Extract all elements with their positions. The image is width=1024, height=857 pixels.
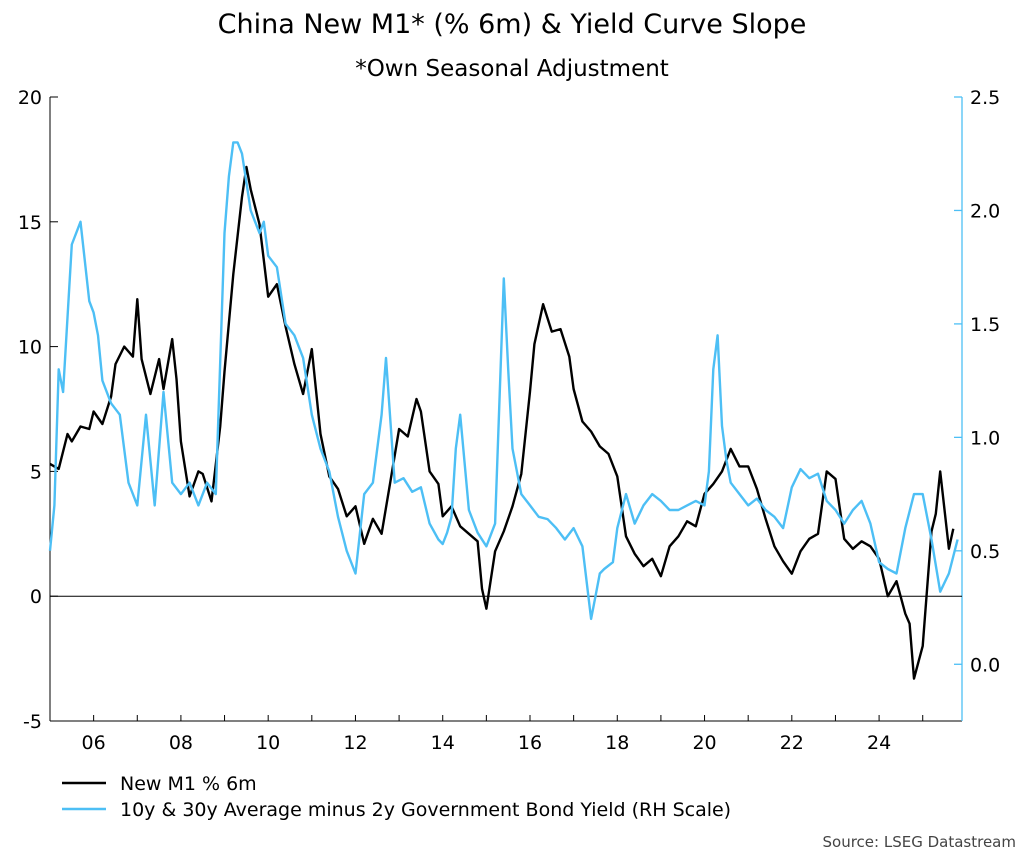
- chart-title: China New M1* (% 6m) & Yield Curve Slope: [218, 9, 807, 40]
- y-right-tick-label: 1.0: [970, 427, 1000, 449]
- series-line-yield-curve: [48, 141, 959, 621]
- y-right-tick-label: 2.5: [970, 87, 1000, 109]
- y-right-tick-label: 0.5: [970, 541, 1000, 563]
- y-left-tick-label: 20: [18, 87, 42, 109]
- axes-layer: 20 15 10 5 0 -5 2.5 2.0 1.5 1.0 0.5 0.0 06 08 10 12 14 16…: [18, 87, 1000, 754]
- y-right-tick-label: 2.0: [970, 200, 1000, 222]
- source-note: Source: LSEG Datastream: [823, 833, 1016, 851]
- y-right-tick-label: 0.0: [970, 654, 1000, 676]
- x-tick-label: 16: [518, 732, 542, 754]
- x-tick-label: 12: [343, 732, 367, 754]
- x-tick-label: 14: [431, 732, 455, 754]
- x-tick-label: 20: [692, 732, 716, 754]
- legend-label-m1: New M1 % 6m: [120, 773, 257, 795]
- y-left-tick-label: 0: [30, 586, 42, 608]
- y-left-tick-label: -5: [23, 711, 42, 733]
- y-left-tick-label: 15: [18, 212, 42, 234]
- x-tick-label: 18: [605, 732, 629, 754]
- legend-label-curve: 10y & 30y Average minus 2y Government Bo…: [120, 799, 731, 821]
- series-line-new-m1: [49, 165, 955, 680]
- y-left-tick-label: 10: [18, 337, 42, 359]
- chart-subtitle: *Own Seasonal Adjustment: [355, 56, 669, 82]
- x-tick-label: 10: [256, 732, 280, 754]
- x-tick-label: 22: [780, 732, 804, 754]
- legend: New M1 % 6m 10y & 30y Average minus 2y G…: [62, 773, 731, 821]
- x-tick-label: 24: [867, 732, 891, 754]
- y-left-tick-label: 5: [30, 461, 42, 483]
- x-tick-label: 08: [169, 732, 193, 754]
- y-right-tick-label: 1.5: [970, 314, 1000, 336]
- series-layer: [48, 141, 959, 680]
- x-tick-label: 06: [82, 732, 106, 754]
